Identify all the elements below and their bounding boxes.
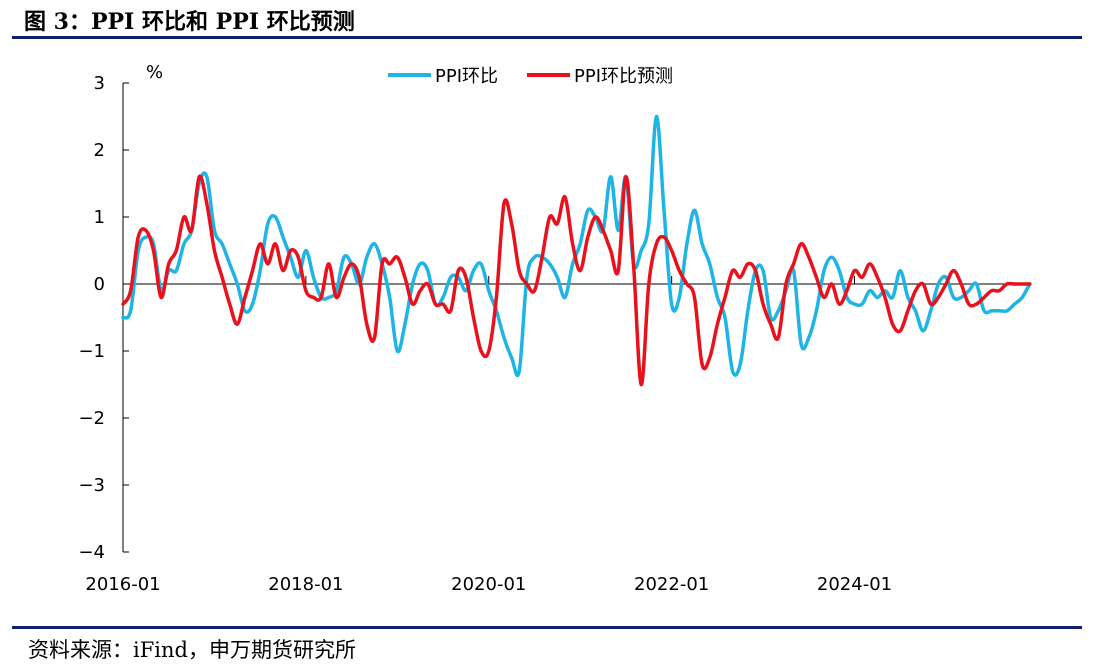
y-tick-label: −3 (78, 475, 105, 496)
series-line-ppi-mom (121, 114, 1032, 378)
x-tick-label: 2020-01 (451, 574, 526, 595)
x-tick-label: 2016-01 (85, 574, 160, 595)
bottom-divider (12, 626, 1082, 629)
y-tick-label: −4 (78, 542, 105, 563)
y-tick-label: 1 (94, 207, 105, 228)
x-tick-label: 2022-01 (634, 574, 709, 595)
y-tick-label: −2 (78, 408, 105, 429)
top-divider (12, 36, 1082, 39)
y-tick-label: 0 (94, 274, 105, 295)
chart-series (121, 114, 1032, 387)
y-unit-label: % (146, 62, 163, 83)
chart-legend: PPI环比 PPI环比预测 (388, 66, 673, 87)
chart-axes: 3 2 1 0 −1 −2 −3 −4% 2016-01 2018-01 2020-01 2022-0… (78, 62, 1030, 595)
figure-title: 图 3：PPI 环比和 PPI 环比预测 (24, 9, 355, 35)
source-note: 资料来源：iFind，申万期货研究所 (28, 638, 356, 662)
y-tick-label: 3 (94, 73, 105, 94)
legend-label: PPI环比预测 (574, 66, 673, 87)
legend-label: PPI环比 (435, 66, 498, 87)
series-line-ppi-mom-forecast (121, 174, 1032, 387)
y-tick-label: −1 (78, 341, 105, 362)
y-tick-label: 2 (94, 140, 105, 161)
x-tick-label: 2018-01 (268, 574, 343, 595)
x-tick-label: 2024-01 (817, 574, 892, 595)
